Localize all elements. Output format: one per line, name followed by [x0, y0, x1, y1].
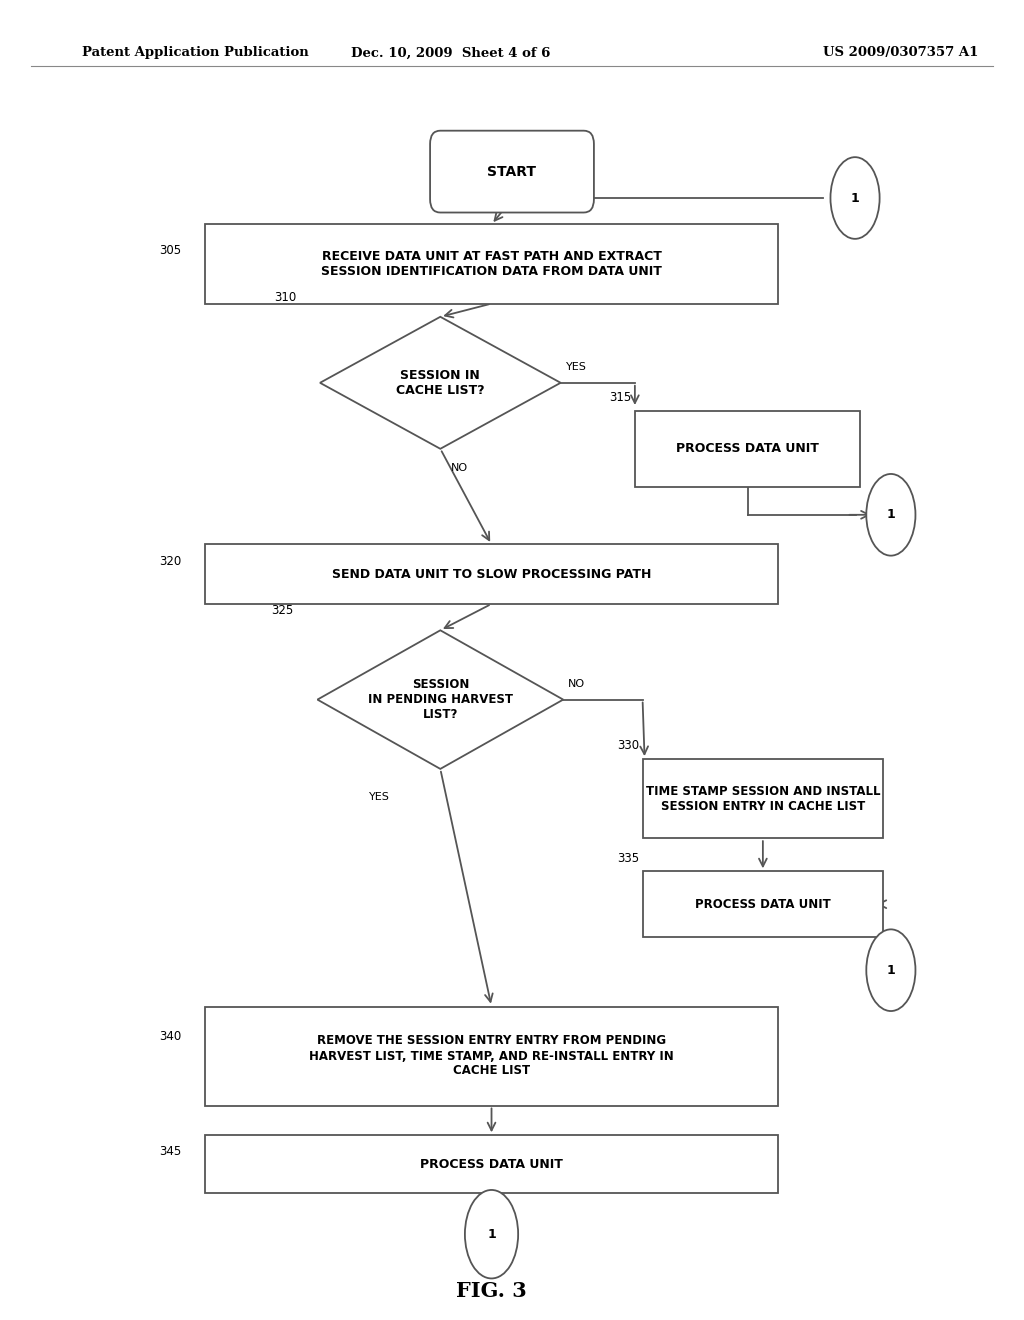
Text: RECEIVE DATA UNIT AT FAST PATH AND EXTRACT
SESSION IDENTIFICATION DATA FROM DATA: RECEIVE DATA UNIT AT FAST PATH AND EXTRA… — [322, 249, 662, 279]
Text: YES: YES — [565, 362, 587, 372]
Text: 340: 340 — [159, 1030, 181, 1043]
Bar — [205, 1135, 778, 1193]
FancyBboxPatch shape — [430, 131, 594, 213]
Text: FIG. 3: FIG. 3 — [456, 1280, 527, 1302]
Bar — [205, 544, 778, 605]
Text: SESSION IN
CACHE LIST?: SESSION IN CACHE LIST? — [396, 368, 484, 397]
Bar — [205, 1006, 778, 1106]
Text: NO: NO — [568, 678, 586, 689]
Bar — [205, 224, 778, 304]
Text: 1: 1 — [487, 1228, 496, 1241]
Bar — [635, 411, 860, 487]
Text: PROCESS DATA UNIT: PROCESS DATA UNIT — [695, 898, 830, 911]
Bar — [643, 871, 883, 937]
Ellipse shape — [830, 157, 880, 239]
Text: 305: 305 — [159, 244, 181, 257]
Text: 1: 1 — [887, 964, 895, 977]
Text: 315: 315 — [609, 391, 632, 404]
Text: PROCESS DATA UNIT: PROCESS DATA UNIT — [676, 442, 819, 455]
Text: NO: NO — [451, 462, 468, 473]
Text: 1: 1 — [887, 508, 895, 521]
Text: 345: 345 — [159, 1144, 181, 1158]
Text: START: START — [487, 165, 537, 178]
Text: YES: YES — [369, 792, 389, 803]
Text: SESSION
IN PENDING HARVEST
LIST?: SESSION IN PENDING HARVEST LIST? — [368, 678, 513, 721]
Bar — [643, 759, 883, 838]
Text: 335: 335 — [616, 851, 639, 865]
Text: 310: 310 — [274, 290, 296, 304]
Ellipse shape — [866, 929, 915, 1011]
Text: TIME STAMP SESSION AND INSTALL
SESSION ENTRY IN CACHE LIST: TIME STAMP SESSION AND INSTALL SESSION E… — [645, 784, 881, 813]
Text: Patent Application Publication: Patent Application Publication — [82, 46, 308, 59]
Ellipse shape — [465, 1189, 518, 1279]
Text: 320: 320 — [159, 554, 181, 568]
Polygon shape — [317, 631, 563, 768]
Ellipse shape — [866, 474, 915, 556]
Text: PROCESS DATA UNIT: PROCESS DATA UNIT — [420, 1158, 563, 1171]
Text: Dec. 10, 2009  Sheet 4 of 6: Dec. 10, 2009 Sheet 4 of 6 — [351, 46, 550, 59]
Text: 1: 1 — [851, 191, 859, 205]
Text: 330: 330 — [616, 739, 639, 752]
Text: REMOVE THE SESSION ENTRY ENTRY FROM PENDING
HARVEST LIST, TIME STAMP, AND RE-INS: REMOVE THE SESSION ENTRY ENTRY FROM PEND… — [309, 1035, 674, 1077]
Polygon shape — [319, 317, 561, 449]
Text: 325: 325 — [271, 605, 294, 618]
Text: SEND DATA UNIT TO SLOW PROCESSING PATH: SEND DATA UNIT TO SLOW PROCESSING PATH — [332, 568, 651, 581]
Text: US 2009/0307357 A1: US 2009/0307357 A1 — [823, 46, 979, 59]
